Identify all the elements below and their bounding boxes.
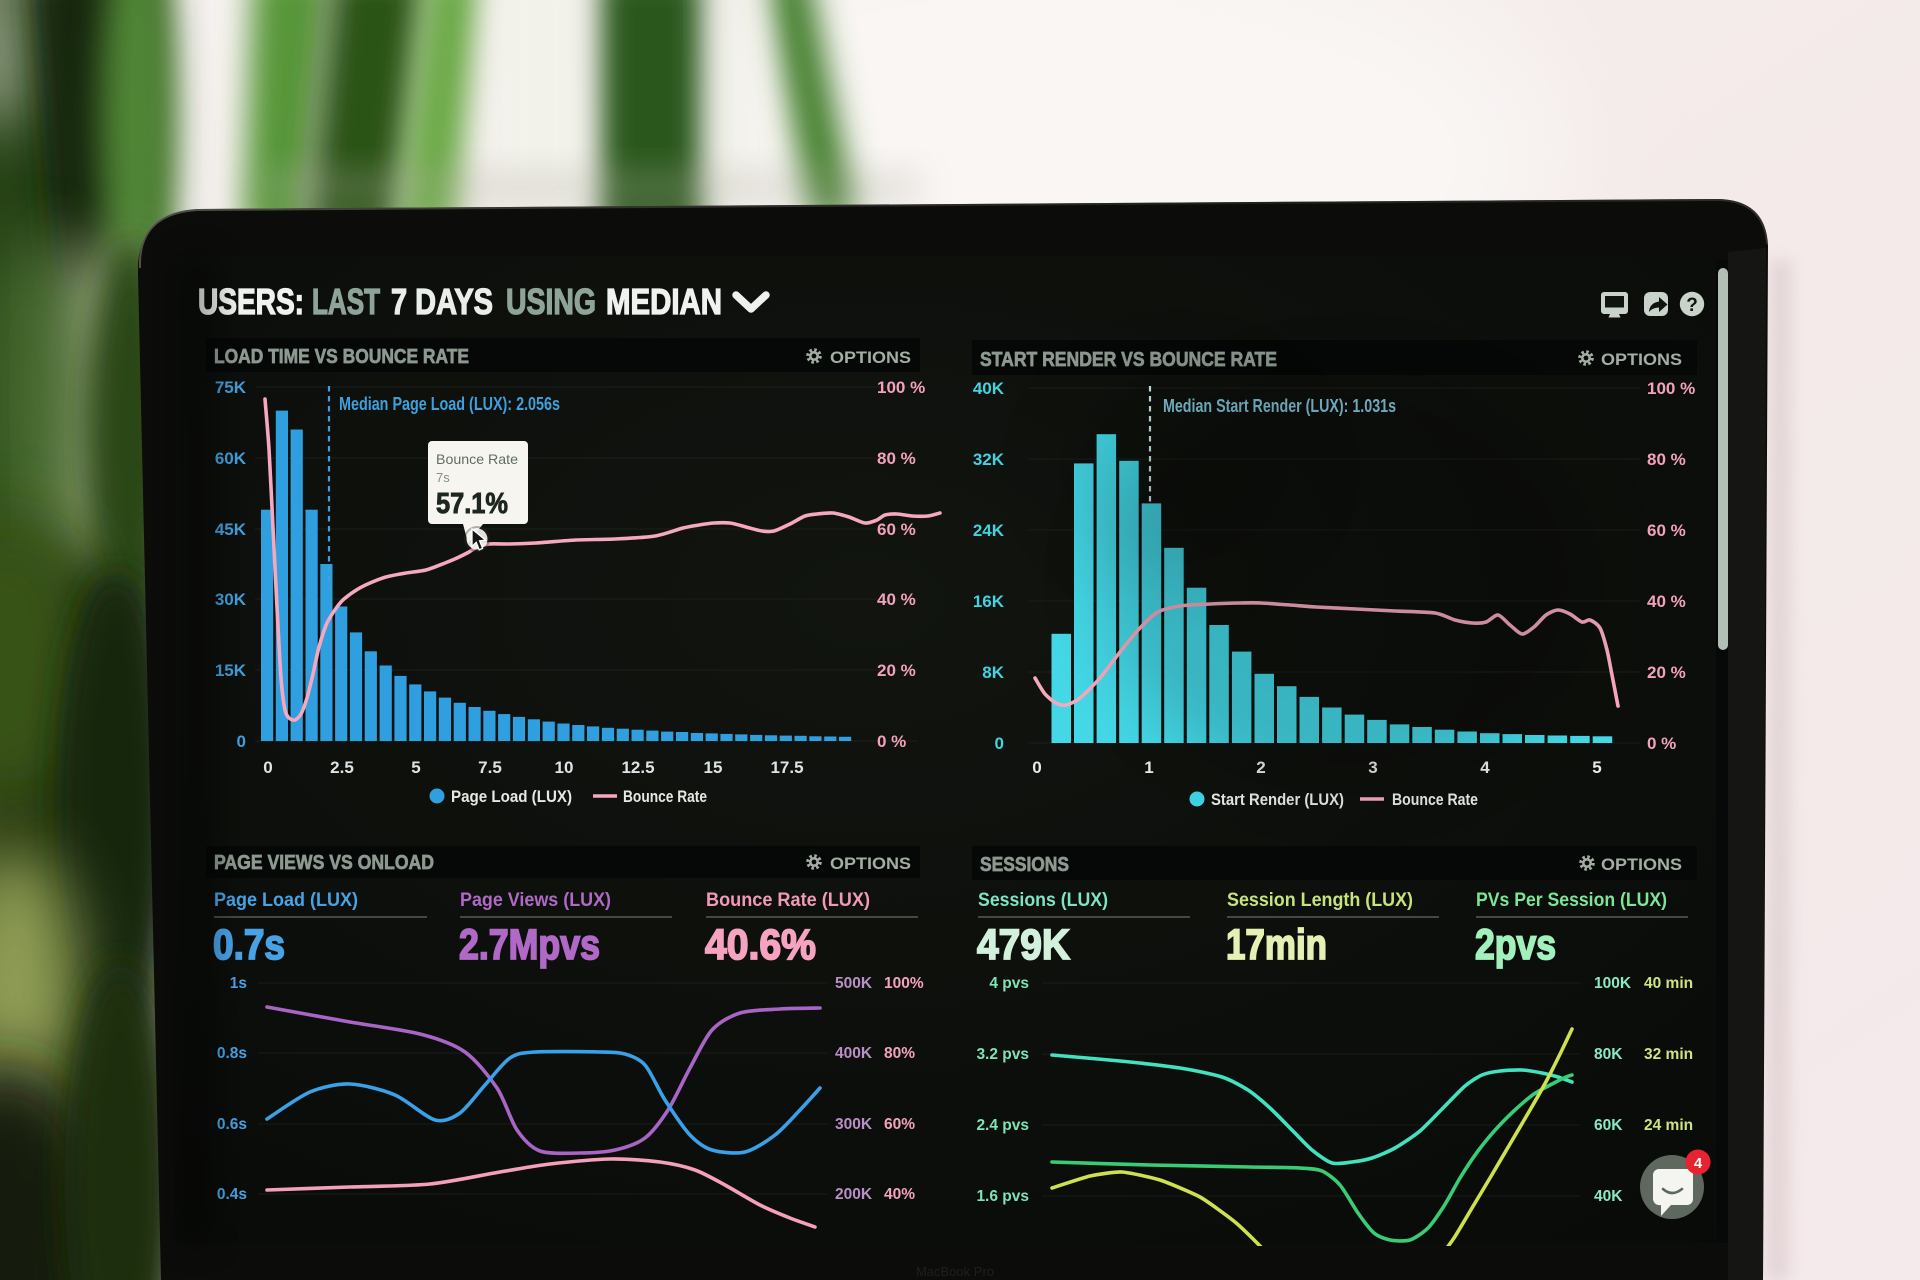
svg-text:60K: 60K [215,449,247,468]
svg-text:15: 15 [704,758,723,777]
svg-text:2.5: 2.5 [330,758,354,777]
svg-text:60K: 60K [1594,1117,1623,1134]
svg-text:Page Load (LUX): Page Load (LUX) [214,890,358,911]
svg-text:OPTIONS: OPTIONS [1601,350,1682,369]
svg-text:2.4 pvs: 2.4 pvs [976,1117,1029,1134]
svg-text:40K: 40K [1594,1188,1623,1205]
svg-text:80%: 80% [884,1045,915,1062]
svg-text:500K: 500K [835,975,873,992]
svg-text:5: 5 [1592,758,1601,777]
svg-text:USERS:: USERS: [198,281,304,322]
svg-text:100%: 100% [884,975,924,992]
svg-text:0: 0 [237,732,246,751]
svg-text:Sessions (LUX): Sessions (LUX) [978,890,1108,911]
svg-text:1: 1 [1144,758,1153,777]
svg-text:PVs Per Session (LUX): PVs Per Session (LUX) [1476,890,1667,911]
svg-text:40 min: 40 min [1644,975,1693,992]
svg-text:40 %: 40 % [1647,592,1686,611]
svg-text:0 %: 0 % [877,732,906,751]
svg-text:7s: 7s [436,470,450,485]
svg-text:OPTIONS: OPTIONS [830,348,911,367]
svg-text:MEDIAN: MEDIAN [606,281,722,322]
svg-text:?: ? [1686,295,1698,316]
svg-text:Bounce Rate: Bounce Rate [623,788,707,806]
svg-text:200K: 200K [835,1186,873,1203]
svg-text:2.7Mpvs: 2.7Mpvs [459,921,600,969]
svg-text:100 %: 100 % [877,378,925,397]
svg-text:Bounce Rate: Bounce Rate [436,451,518,467]
svg-text:3.2 pvs: 3.2 pvs [976,1046,1029,1063]
svg-text:10: 10 [555,758,574,777]
svg-text:12.5: 12.5 [621,758,654,777]
svg-text:75K: 75K [215,378,247,397]
svg-text:1.6 pvs: 1.6 pvs [976,1188,1029,1205]
svg-text:0.7s: 0.7s [213,921,285,969]
svg-text:300K: 300K [835,1116,873,1133]
svg-text:100 %: 100 % [1647,379,1695,398]
svg-text:5: 5 [411,758,420,777]
svg-text:60%: 60% [884,1116,915,1133]
svg-text:479K: 479K [977,921,1070,969]
svg-text:Start Render (LUX): Start Render (LUX) [1211,791,1344,809]
svg-text:1s: 1s [230,975,247,992]
svg-text:Bounce Rate (LUX): Bounce Rate (LUX) [706,890,870,911]
svg-text:20 %: 20 % [1647,663,1686,682]
svg-text:0: 0 [263,758,272,777]
svg-text:16K: 16K [973,592,1005,611]
svg-text:4: 4 [1480,758,1490,777]
svg-text:40 %: 40 % [877,590,916,609]
svg-text:40%: 40% [884,1186,915,1203]
svg-text:4 pvs: 4 pvs [989,975,1029,992]
svg-text:20 %: 20 % [877,661,916,680]
svg-text:15K: 15K [215,661,247,680]
svg-text:60 %: 60 % [1647,521,1686,540]
svg-text:0 %: 0 % [1647,734,1676,753]
svg-text:Page Views (LUX): Page Views (LUX) [460,890,611,911]
svg-text:57.1%: 57.1% [436,488,508,520]
svg-text:24K: 24K [973,521,1005,540]
svg-text:7 DAYS: 7 DAYS [391,281,493,322]
svg-text:OPTIONS: OPTIONS [830,854,911,873]
svg-text:4: 4 [1694,1155,1703,1172]
svg-text:0: 0 [1032,758,1041,777]
svg-text:80 %: 80 % [1647,450,1686,469]
svg-text:START RENDER VS BOUNCE RATE: START RENDER VS BOUNCE RATE [980,349,1277,371]
svg-text:8K: 8K [982,663,1004,682]
svg-text:0.6s: 0.6s [217,1116,247,1133]
svg-text:40.6%: 40.6% [705,921,816,969]
svg-text:7.5: 7.5 [478,758,502,777]
svg-text:Bounce Rate: Bounce Rate [1392,791,1478,809]
svg-text:30K: 30K [215,590,247,609]
svg-text:2pvs: 2pvs [1475,921,1556,969]
svg-text:24 min: 24 min [1644,1117,1693,1134]
svg-text:OPTIONS: OPTIONS [1601,855,1682,874]
svg-text:400K: 400K [835,1045,873,1062]
svg-text:PAGE VIEWS VS ONLOAD: PAGE VIEWS VS ONLOAD [214,852,434,874]
svg-text:32 min: 32 min [1644,1046,1693,1063]
svg-text:17.5: 17.5 [770,758,803,777]
svg-text:32K: 32K [973,450,1005,469]
svg-text:45K: 45K [215,520,247,539]
svg-text:Page Load (LUX): Page Load (LUX) [451,788,572,806]
svg-text:100K: 100K [1594,975,1632,992]
svg-text:0.4s: 0.4s [217,1186,247,1203]
svg-text:17min: 17min [1226,921,1327,969]
svg-text:MacBook Pro: MacBook Pro [916,1264,994,1279]
svg-text:0: 0 [995,734,1004,753]
svg-text:USING: USING [506,281,596,322]
svg-text:LAST: LAST [312,281,380,322]
svg-text:Session Length (LUX): Session Length (LUX) [1227,890,1413,911]
svg-text:Median Page Load (LUX): 2.056s: Median Page Load (LUX): 2.056s [339,394,560,414]
svg-text:0.8s: 0.8s [217,1045,247,1062]
svg-text:LOAD TIME VS BOUNCE RATE: LOAD TIME VS BOUNCE RATE [214,346,469,368]
svg-text:SESSIONS: SESSIONS [980,854,1069,876]
svg-text:80K: 80K [1594,1046,1623,1063]
svg-text:80 %: 80 % [877,449,916,468]
svg-text:60 %: 60 % [877,520,916,539]
svg-text:40K: 40K [973,379,1005,398]
